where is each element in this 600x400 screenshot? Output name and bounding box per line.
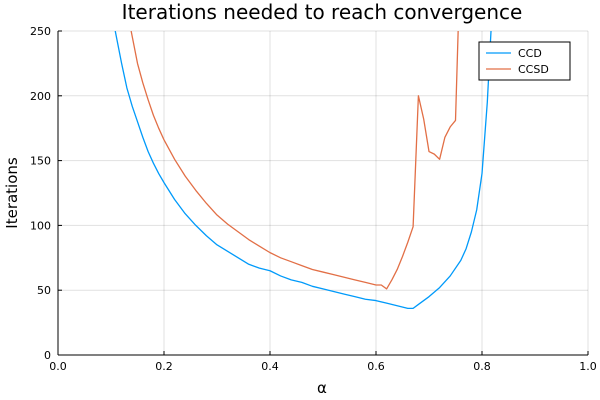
x-tick-label: 0.8 xyxy=(473,360,491,373)
y-tick-label: 50 xyxy=(37,284,51,297)
y-axis-label: Iterations xyxy=(3,157,21,229)
x-tick-label: 1.0 xyxy=(579,360,597,373)
y-tick-label: 0 xyxy=(44,349,51,362)
series-line-ccsd xyxy=(130,31,459,290)
x-tick-labels: 0.0 0.2 0.4 0.6 0.8 1.0 xyxy=(49,360,597,373)
legend-label-ccd: CCD xyxy=(518,47,542,60)
axes xyxy=(57,30,589,356)
y-tick-label: 250 xyxy=(30,25,51,38)
y-tick-labels: 0 50 100 150 200 250 xyxy=(30,25,51,362)
legend-label-ccsd: CCSD xyxy=(518,63,549,76)
y-tick-label: 150 xyxy=(30,155,51,168)
series-line-ccd xyxy=(114,31,492,309)
x-tick-label: 0.6 xyxy=(367,360,385,373)
x-tick-label: 0.2 xyxy=(155,360,173,373)
plot-area xyxy=(114,31,492,309)
x-axis-label: α xyxy=(317,379,327,397)
legend-box xyxy=(478,41,571,81)
legend: CCD CCSD xyxy=(478,41,571,81)
x-tick-label: 0.4 xyxy=(261,360,279,373)
x-tick-label: 0.0 xyxy=(49,360,67,373)
y-tick-label: 100 xyxy=(30,219,51,232)
y-tick-label: 200 xyxy=(30,90,51,103)
chart-title: Iterations needed to reach convergence xyxy=(122,0,523,24)
